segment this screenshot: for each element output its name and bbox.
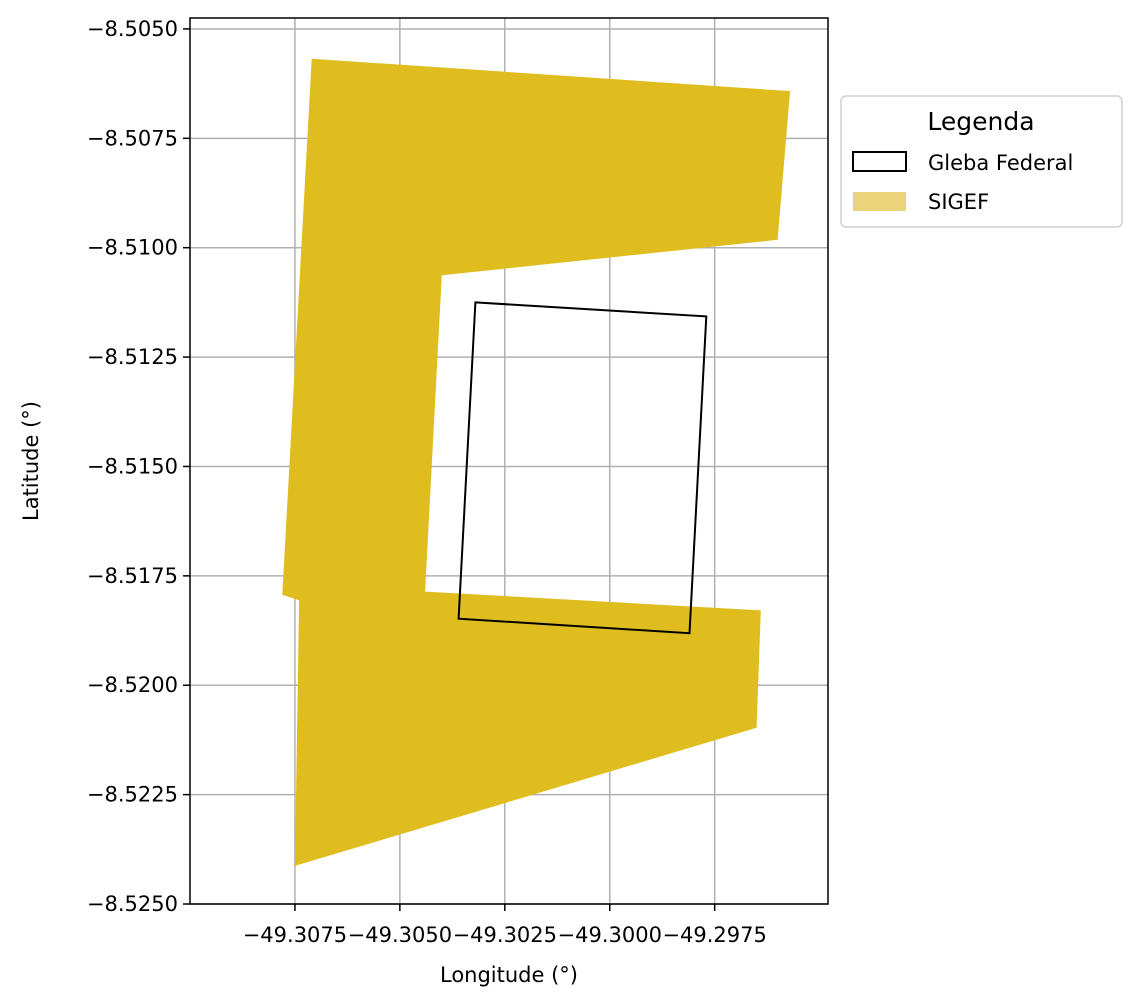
legend-label-gleba-federal: Gleba Federal: [928, 151, 1073, 175]
legend-title: Legenda: [927, 107, 1034, 136]
x-tick-label: −49.2975: [662, 923, 766, 947]
plot-frame: [189, 17, 829, 905]
legend-swatch-sigef: [853, 192, 906, 211]
legend-box: [840, 95, 1123, 228]
y-tick-label: −8.5200: [87, 673, 178, 697]
y-tick-label: −8.5075: [87, 126, 178, 150]
x-tick-label: −49.3025: [453, 923, 557, 947]
ticks: −49.3075 −49.3050 −49.3025 −49.3000 −49.2975…: [87, 17, 767, 947]
x-tick-label: −49.3075: [243, 923, 347, 947]
legend-swatch-gleba-federal: [852, 151, 907, 172]
x-tick-label: −49.3000: [558, 923, 662, 947]
y-tick-label: −8.5250: [87, 892, 178, 916]
data-layer: [282, 58, 791, 866]
y-axis-label: Latitude (°): [19, 401, 43, 521]
gleba-federal-polygon: [457, 301, 708, 635]
y-tick-label: −8.5225: [87, 783, 178, 807]
sigef-polygon: [282, 58, 791, 866]
legend-label-sigef: SIGEF: [928, 190, 989, 214]
y-tick-label: −8.5100: [87, 236, 178, 260]
y-tick-label: −8.5050: [87, 17, 178, 41]
y-tick-label: −8.5150: [87, 454, 178, 478]
x-tick-label: −49.3050: [348, 923, 452, 947]
legend: Legenda Gleba Federal SIGEF: [840, 95, 1123, 228]
y-tick-label: −8.5175: [87, 564, 178, 588]
x-axis-label: Longitude (°): [440, 963, 578, 987]
y-tick-label: −8.5125: [87, 345, 178, 369]
